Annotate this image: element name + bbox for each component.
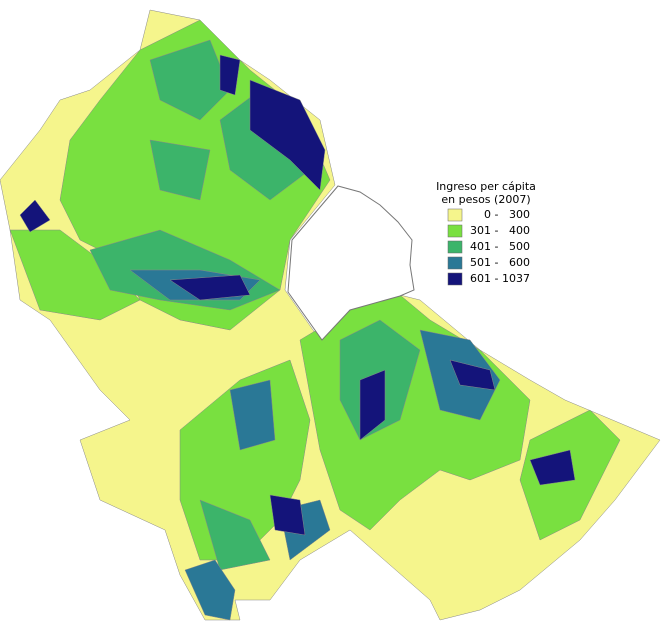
city-outline xyxy=(287,185,415,341)
legend-swatch xyxy=(447,256,463,270)
legend: Ingreso per cápita en pesos (2007) 0 - 3… xyxy=(436,180,536,286)
map-area xyxy=(529,449,576,486)
map-area xyxy=(229,379,276,451)
map-area xyxy=(149,39,231,121)
legend-swatch xyxy=(447,224,463,238)
map-area xyxy=(359,369,386,441)
legend-swatch xyxy=(447,208,463,222)
map-area xyxy=(9,229,141,321)
map-area xyxy=(269,494,306,536)
legend-label: 501 - 600 xyxy=(470,256,530,269)
legend-swatch xyxy=(447,240,463,254)
legend-label: 601 - 1037 xyxy=(470,272,530,285)
map-area xyxy=(184,559,236,621)
map-area xyxy=(19,199,51,233)
map xyxy=(0,9,661,621)
map-area xyxy=(449,359,496,391)
legend-swatch xyxy=(447,272,463,286)
legend-title: Ingreso per cápita xyxy=(436,180,536,193)
map-area xyxy=(199,499,271,571)
map-area xyxy=(219,54,241,96)
legend-label: 401 - 500 xyxy=(470,240,530,253)
legend-title: en pesos (2007) xyxy=(441,193,530,206)
map-area xyxy=(249,79,326,191)
map-area xyxy=(169,274,251,301)
legend-label: 301 - 400 xyxy=(470,224,530,237)
map-area xyxy=(149,139,211,201)
legend-label: 0 - 300 xyxy=(484,208,530,221)
